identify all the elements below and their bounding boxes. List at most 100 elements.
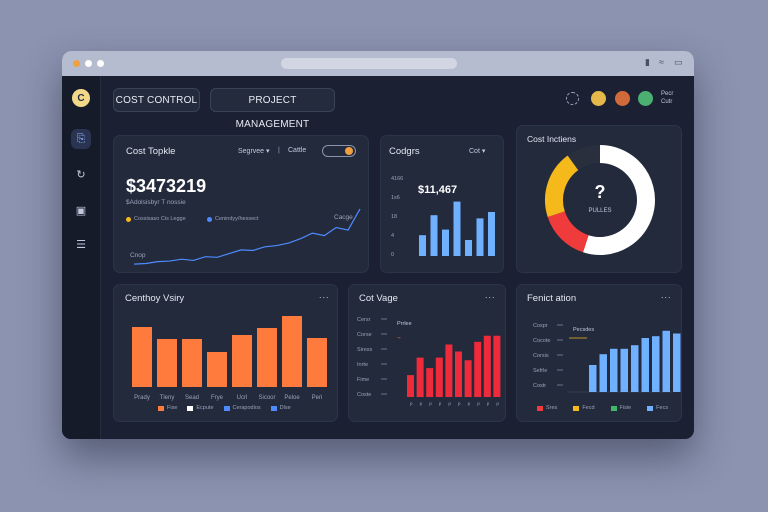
legend-label: Ecpute — [196, 405, 214, 411]
tab-project-management[interactable]: PROJECT MANAGEMENT — [210, 88, 335, 130]
settings-icon[interactable] — [566, 92, 579, 105]
legend-item-2: Cenindyy/hessect — [207, 216, 258, 222]
bar-7 — [464, 360, 472, 397]
bar-8 — [662, 330, 670, 392]
legend-label: Cerapodios — [232, 405, 261, 411]
monthly-bar-chart: Prady Tleny Sead Frye Ucrl Sicoor Peloe Peri — [132, 316, 327, 401]
legend-swatch — [270, 405, 277, 411]
legend-swatch — [537, 405, 543, 411]
y-tick-label: 4166 — [391, 176, 403, 182]
bar-6 — [455, 351, 462, 397]
donut-slice-D — [567, 145, 601, 171]
bar-5 — [465, 240, 472, 256]
toggle-switch[interactable] — [322, 145, 356, 157]
y-tick-label: Cersr — [357, 317, 371, 323]
toggle-knob — [345, 147, 353, 155]
legend-label: Cossisaso Cis Legge — [134, 216, 186, 222]
sidebar-item-list[interactable]: ☰ — [71, 234, 91, 254]
legend-swatch — [158, 405, 164, 411]
marker-arrow-icon: → — [395, 334, 402, 341]
legend-swatch — [207, 216, 212, 222]
legend-item: Fisie — [610, 405, 632, 411]
bar-10 — [493, 335, 501, 397]
x-tick-label: Tleny — [160, 395, 175, 401]
sidebar-item-gallery[interactable]: ▣ — [71, 200, 91, 220]
sidebar-item-analytics[interactable]: ↻ — [71, 164, 91, 184]
x-tick-label: p — [458, 401, 461, 406]
segment-dropdown[interactable]: Segrvee ▾ — [238, 148, 270, 155]
line-series-cost — [133, 208, 361, 265]
legend-item: Fise — [158, 405, 177, 411]
legend-label: Fisie — [619, 405, 632, 411]
budget-value: $11,467 — [418, 184, 458, 196]
more-menu-icon[interactable]: ... — [485, 290, 496, 300]
cost-incidents-card: Cost Inctiens ? PULLES — [516, 125, 682, 273]
marker-label: Pecsdes — [573, 327, 594, 333]
legend-label: Sres — [546, 405, 558, 411]
bar-3 — [442, 229, 449, 256]
budget-dropdown[interactable]: Cot ▾ — [469, 148, 486, 155]
donut-slice-A — [583, 145, 655, 255]
minimize-window-button[interactable] — [85, 60, 92, 67]
card-title: Codgrs — [389, 146, 420, 157]
y-tick-label: Costr — [533, 383, 546, 389]
legend-swatch — [647, 405, 654, 411]
donut-center-label: PULLES — [588, 208, 612, 214]
legend-label: Dlse — [279, 405, 291, 411]
maximize-window-button[interactable] — [97, 60, 104, 67]
marker-label: Prrlee — [397, 321, 412, 327]
line-end-label: Cacge — [334, 214, 353, 221]
bar-frye — [207, 352, 227, 387]
x-tick-label: p — [439, 401, 442, 406]
bar-4 — [620, 348, 628, 392]
legend-item: Fecd — [573, 405, 595, 411]
bar-4 — [435, 357, 443, 397]
avatar-2[interactable] — [615, 91, 630, 106]
tab-cost-control[interactable]: COST CONTROL — [113, 88, 200, 112]
monthly-legend: Fise Ecpute Cerapodios Dlse — [158, 405, 291, 411]
legend-item: Fecs — [647, 405, 668, 411]
x-tick-label: p — [496, 401, 499, 406]
avatar-3[interactable] — [638, 91, 653, 106]
user-line-2: Cutr — [661, 99, 673, 105]
bar-ucrl — [232, 335, 252, 387]
window-icon[interactable]: ▭ — [674, 57, 683, 67]
close-window-button[interactable] — [73, 60, 80, 67]
document-icon: ⎘ — [76, 132, 86, 145]
cattle-filter[interactable]: Cattle — [288, 147, 307, 154]
bar-9 — [483, 335, 491, 397]
donut-center-value: ? — [594, 182, 606, 202]
y-tick-label: 4 — [391, 233, 394, 239]
sidebar: C ⎘ ↻ ▣ ☰ — [62, 76, 101, 439]
filter-divider: | — [278, 147, 280, 154]
bar-7 — [488, 212, 495, 256]
more-menu-icon[interactable]: ... — [661, 290, 672, 300]
bar-peri — [307, 338, 327, 387]
card-title: Centhoy Vsiry — [125, 293, 185, 304]
legend-label: Fecd — [582, 405, 595, 411]
y-tick-label: 18 — [391, 214, 397, 220]
cost-usage-card: Cot Vage ... Cersr Corse Siress Inrte Fime Co… — [348, 284, 506, 422]
bar-3 — [426, 368, 434, 397]
more-menu-icon[interactable]: ... — [319, 290, 330, 300]
address-bar[interactable] — [281, 58, 457, 69]
x-tick-label: p — [468, 401, 471, 406]
segment-dropdown-label: Segrvee — [238, 148, 265, 155]
x-tick-label: Sead — [185, 395, 199, 401]
user-info[interactable]: Pecr Cutr — [661, 90, 673, 106]
legend-swatch — [573, 405, 580, 411]
y-tick-label: Inrte — [357, 362, 368, 368]
x-tick-label: p — [477, 401, 480, 406]
y-tick-label: Siress — [357, 347, 373, 353]
refresh-icon: ↻ — [76, 168, 86, 181]
forecast-bar-chart: Cospr Cocote Corsis Sefrle Costr Pecsdes — [533, 323, 681, 393]
sidebar-item-dashboard[interactable]: ⎘ — [71, 129, 91, 149]
app-logo[interactable]: C — [72, 89, 90, 107]
avatar-1[interactable] — [591, 91, 606, 106]
forecast-legend: Sres Fecd Fisie Fecs — [537, 405, 668, 411]
bar-1 — [407, 375, 414, 397]
legend-swatch — [187, 405, 194, 411]
y-tick-label: 0 — [391, 252, 394, 258]
list-icon: ☰ — [76, 238, 86, 251]
bar-sicoor — [257, 328, 277, 387]
